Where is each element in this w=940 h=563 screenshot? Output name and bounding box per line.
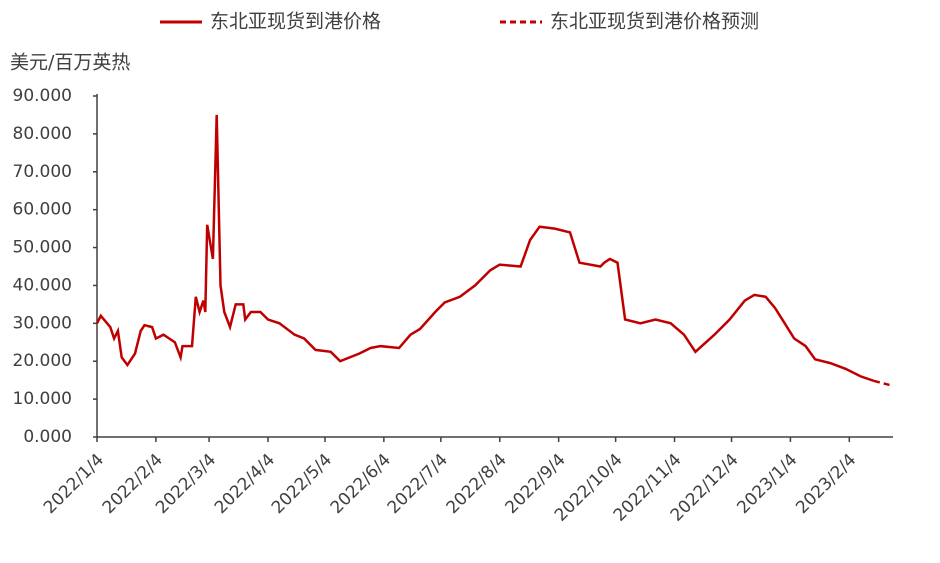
y-tick-label: 70.000 bbox=[13, 162, 72, 182]
legend-label: 东北亚现货到港价格 bbox=[210, 11, 381, 33]
x-tick-label: 2022/4/4 bbox=[211, 450, 279, 518]
y-tick-label: 80.000 bbox=[13, 124, 72, 144]
y-tick-label: 0.000 bbox=[23, 427, 72, 447]
x-tick-label: 2022/8/4 bbox=[443, 450, 511, 518]
data-line bbox=[873, 379, 894, 388]
data-line bbox=[95, 114, 875, 383]
x-tick-label: 2022/7/4 bbox=[384, 450, 452, 518]
y-tick-label: 50.000 bbox=[13, 238, 72, 258]
y-axis-title: 美元/百万英热 bbox=[10, 52, 130, 74]
legend-label: 东北亚现货到港价格预测 bbox=[550, 11, 759, 33]
x-tick-label: 2023/1/4 bbox=[733, 450, 801, 518]
x-tick-label: 2022/6/4 bbox=[327, 450, 395, 518]
y-tick-label: 20.000 bbox=[13, 351, 72, 371]
y-tick-label: 60.000 bbox=[13, 200, 72, 220]
y-tick-label: 40.000 bbox=[13, 275, 72, 295]
x-tick-label: 2023/2/4 bbox=[792, 450, 860, 518]
y-tick-label: 90.000 bbox=[13, 86, 72, 106]
x-tick-label: 2022/1/4 bbox=[40, 450, 108, 518]
y-tick-label: 30.000 bbox=[13, 313, 72, 333]
y-tick-label: 10.000 bbox=[13, 389, 72, 409]
x-tick-label: 2022/5/4 bbox=[268, 450, 336, 518]
